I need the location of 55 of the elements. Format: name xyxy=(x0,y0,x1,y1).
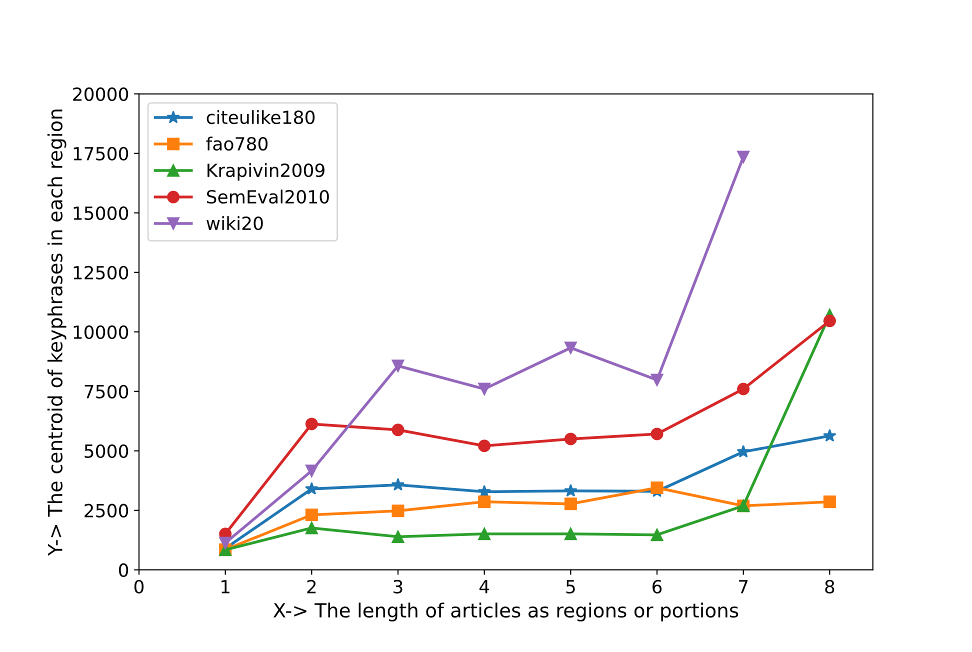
point xyxy=(392,530,404,544)
point xyxy=(564,484,578,497)
point xyxy=(650,481,664,494)
point xyxy=(564,498,577,510)
point xyxy=(305,482,318,495)
point xyxy=(392,504,404,518)
point xyxy=(478,440,491,452)
x-tick-label: 7 xyxy=(739,580,748,594)
point xyxy=(305,418,318,430)
point xyxy=(564,432,577,446)
legend-label: fao780 xyxy=(206,136,268,151)
x-tick-label: 8 xyxy=(825,580,834,594)
point xyxy=(736,444,750,458)
point xyxy=(737,150,750,164)
point xyxy=(305,522,318,534)
y-tick-label: 12500 xyxy=(74,266,128,280)
point xyxy=(305,508,318,522)
y-tick-label: 15000 xyxy=(74,206,128,220)
y-tick-label: 7500 xyxy=(84,384,128,398)
point xyxy=(564,342,577,354)
x-tick-label: 2 xyxy=(307,580,316,594)
y-tick-label: 17500 xyxy=(74,146,128,160)
point xyxy=(650,374,664,386)
point xyxy=(478,382,491,396)
legend-label: SemEval2010 xyxy=(206,190,329,204)
x-tick-label: 0 xyxy=(134,580,144,594)
x-tick-label: 4 xyxy=(479,580,490,594)
y-tick-label: 20000 xyxy=(73,87,128,102)
y-axis-title: Y-> The centroid of keyphrases in each region xyxy=(47,110,66,556)
y-tick-label: 0 xyxy=(118,563,128,577)
legend-label: wiki20 xyxy=(206,216,263,230)
x-tick-label: 1 xyxy=(222,580,230,594)
y-tick-label: 5000 xyxy=(84,444,128,458)
point xyxy=(650,428,664,440)
point xyxy=(823,496,836,508)
legend-label: Krapivin2009 xyxy=(208,163,324,181)
point xyxy=(392,360,404,372)
point xyxy=(305,464,318,478)
point xyxy=(564,528,577,540)
point xyxy=(823,314,836,328)
point xyxy=(478,496,491,508)
point xyxy=(823,428,836,442)
point xyxy=(219,536,232,550)
point xyxy=(391,478,405,491)
point xyxy=(478,528,491,540)
point xyxy=(392,424,404,436)
x-tick-label: 3 xyxy=(394,580,402,594)
y-tick-label: 2500 xyxy=(84,504,128,518)
legend-label: citeulike180 xyxy=(206,110,315,124)
x-tick-label: 5 xyxy=(566,580,575,594)
point xyxy=(650,528,664,542)
x-axis-title: X-> The length of articles as regions or portions xyxy=(273,602,738,622)
point xyxy=(737,382,750,396)
x-tick-label: 6 xyxy=(652,580,662,594)
y-tick-label: 10000 xyxy=(74,325,128,339)
